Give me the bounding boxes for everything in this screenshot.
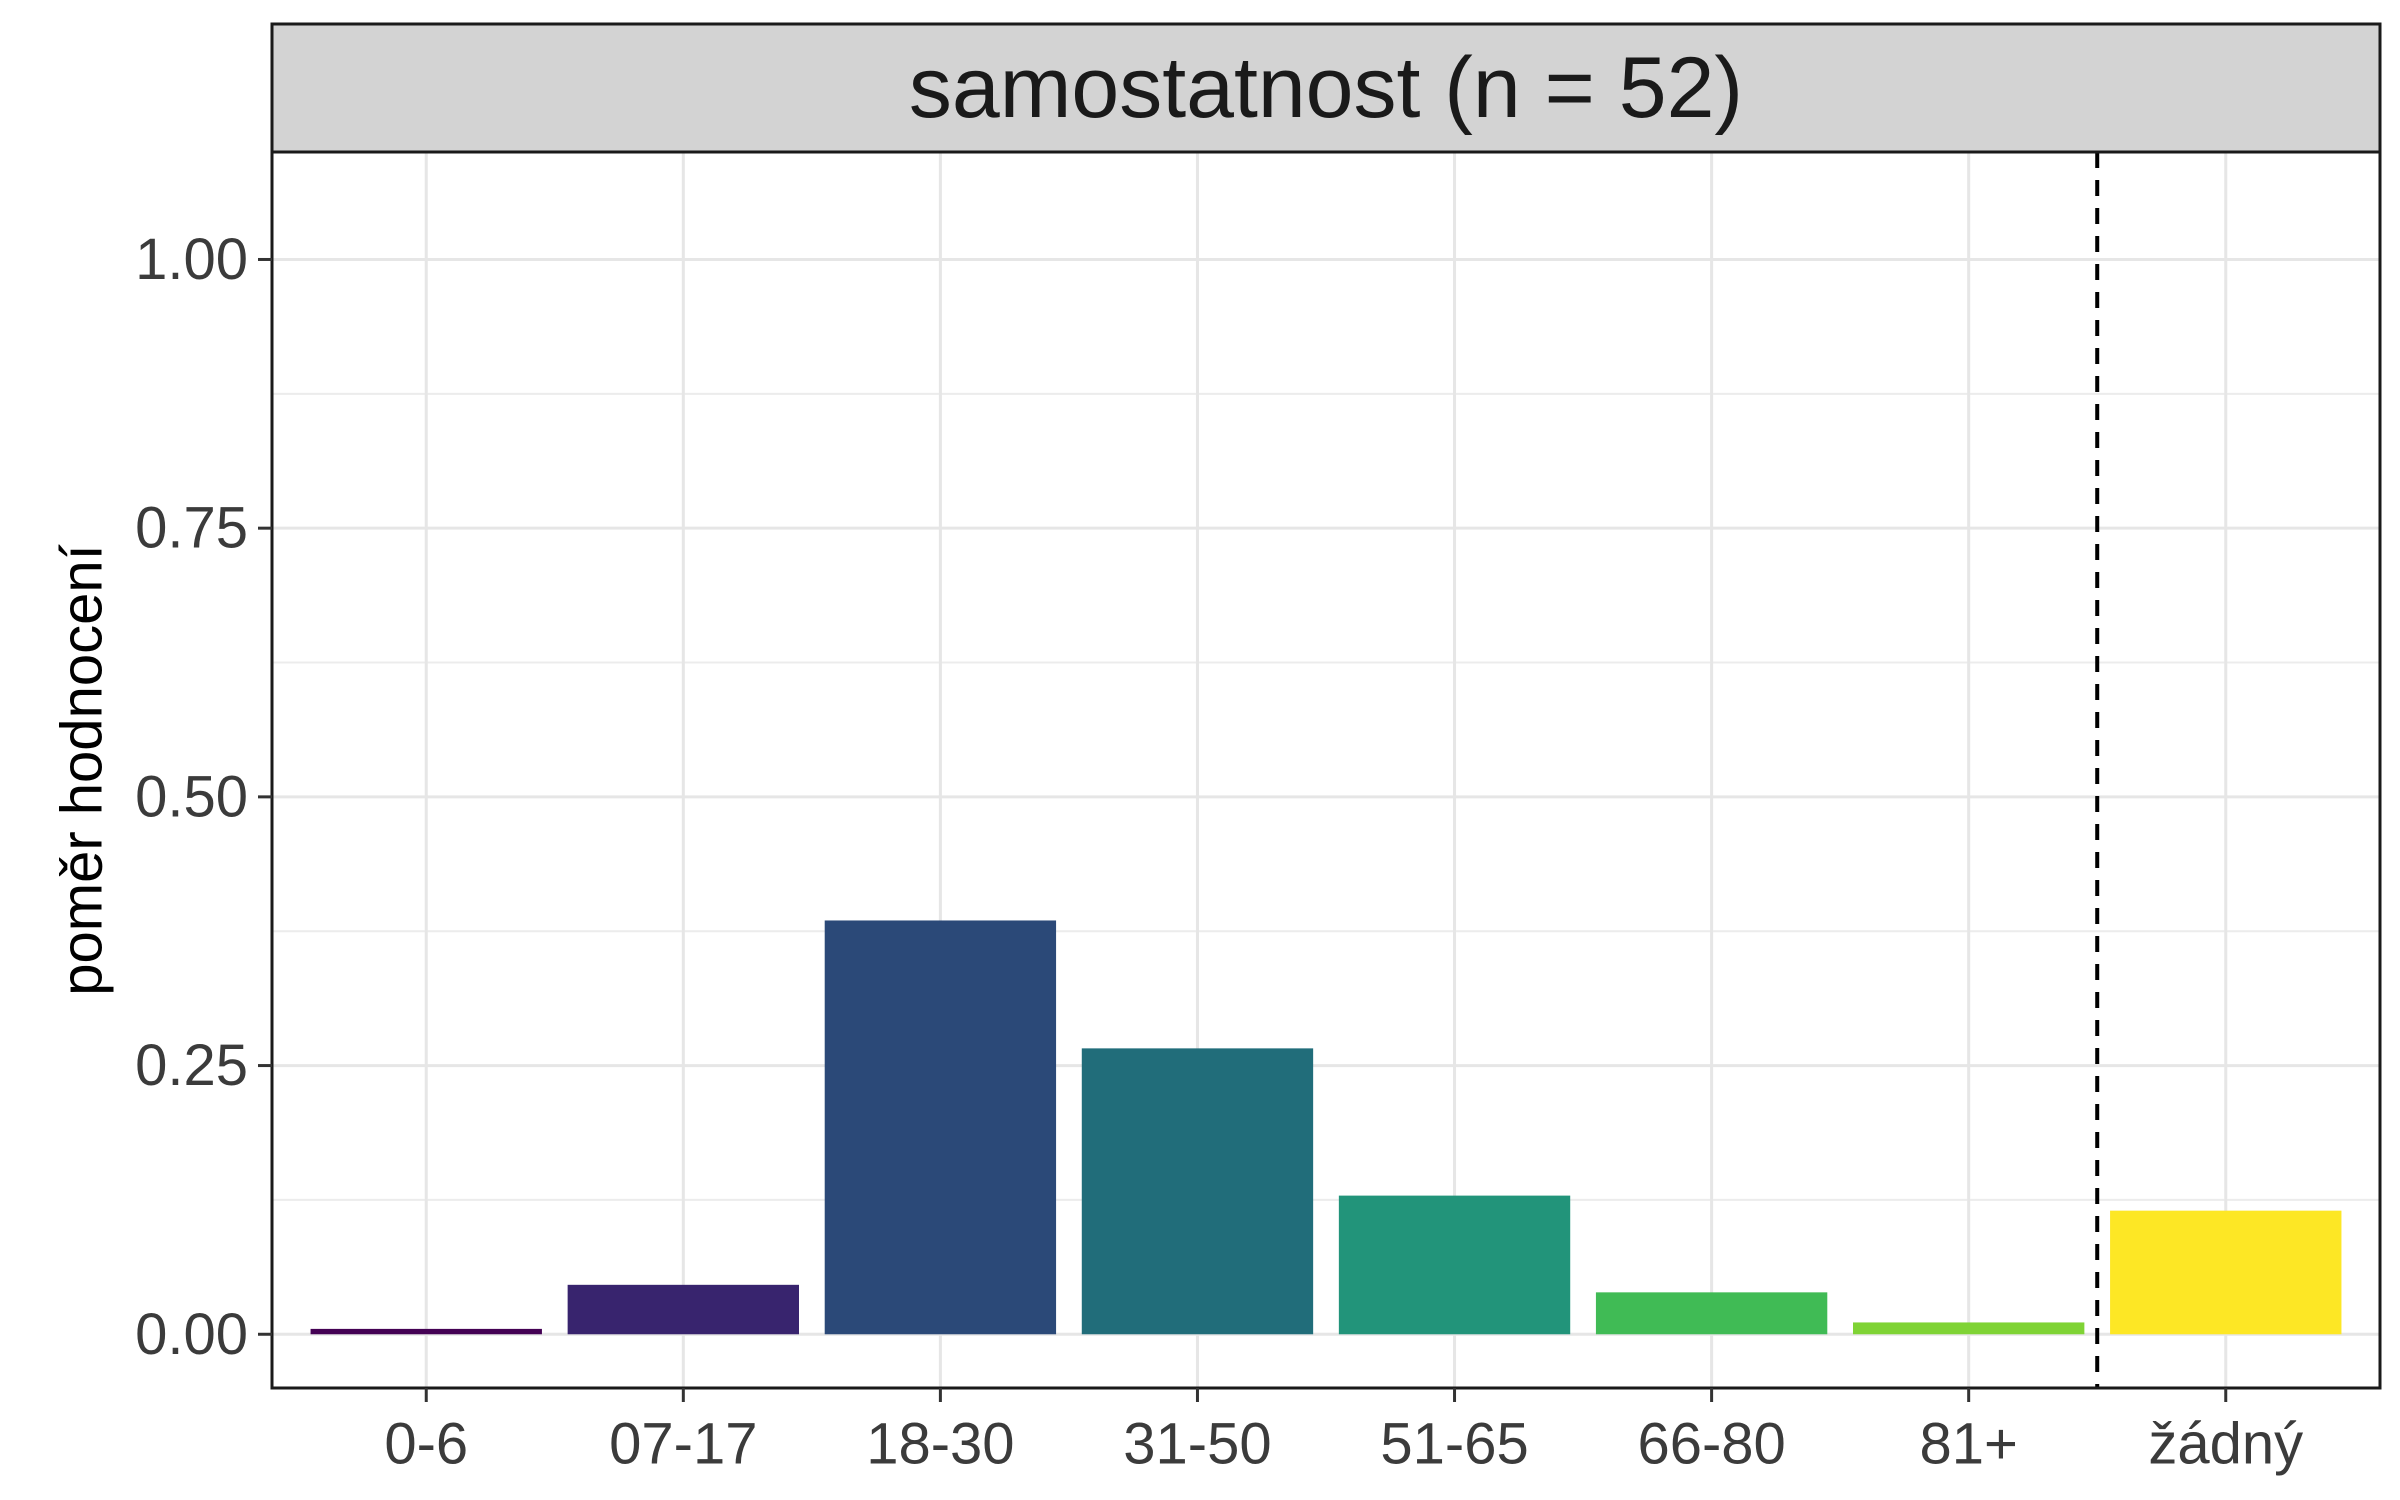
bar-18-30 xyxy=(824,920,1057,1335)
y-axis-title: poměr hodnocení xyxy=(50,544,115,995)
bar-81+ xyxy=(1853,1322,2085,1335)
x-tick-label: 51-65 xyxy=(1380,1412,1528,1477)
grid-lines xyxy=(272,152,2380,1388)
x-tick-label: 0-6 xyxy=(384,1412,468,1477)
y-tick-label: 0.25 xyxy=(135,1033,248,1098)
x-tick-label: 66-80 xyxy=(1637,1412,1785,1477)
chart-title: samostatnost (n = 52) xyxy=(909,40,1743,136)
y-axis: 0.00 0.25 0.50 0.75 1.00 xyxy=(135,227,272,1367)
x-tick-label: 81+ xyxy=(1919,1412,2017,1477)
y-tick-label: 0.00 xyxy=(135,1302,248,1367)
bar-51-65 xyxy=(1338,1195,1571,1335)
bar-31-50 xyxy=(1081,1048,1314,1335)
y-tick-label: 0.75 xyxy=(135,496,248,561)
bars xyxy=(310,920,2342,1335)
bar-0-6 xyxy=(310,1328,542,1335)
x-tick-label: 18-30 xyxy=(866,1412,1014,1477)
facet-strip xyxy=(270,22,2382,154)
bar-07-17 xyxy=(567,1284,799,1335)
x-tick-label: 07-17 xyxy=(609,1412,757,1477)
bar-žádný xyxy=(2110,1210,2342,1335)
bar-66-80 xyxy=(1595,1292,1828,1335)
plot-border xyxy=(270,150,2382,1390)
y-tick-label: 0.50 xyxy=(135,764,248,829)
y-tick-label: 1.00 xyxy=(135,227,248,292)
plot-panel xyxy=(272,152,2380,1388)
x-tick-label: žádný xyxy=(2148,1412,2303,1477)
x-axis: 0-6 07-17 18-30 31-50 51-65 66-80 81+ žádný xyxy=(384,1388,2303,1477)
x-tick-label: 31-50 xyxy=(1123,1412,1271,1477)
